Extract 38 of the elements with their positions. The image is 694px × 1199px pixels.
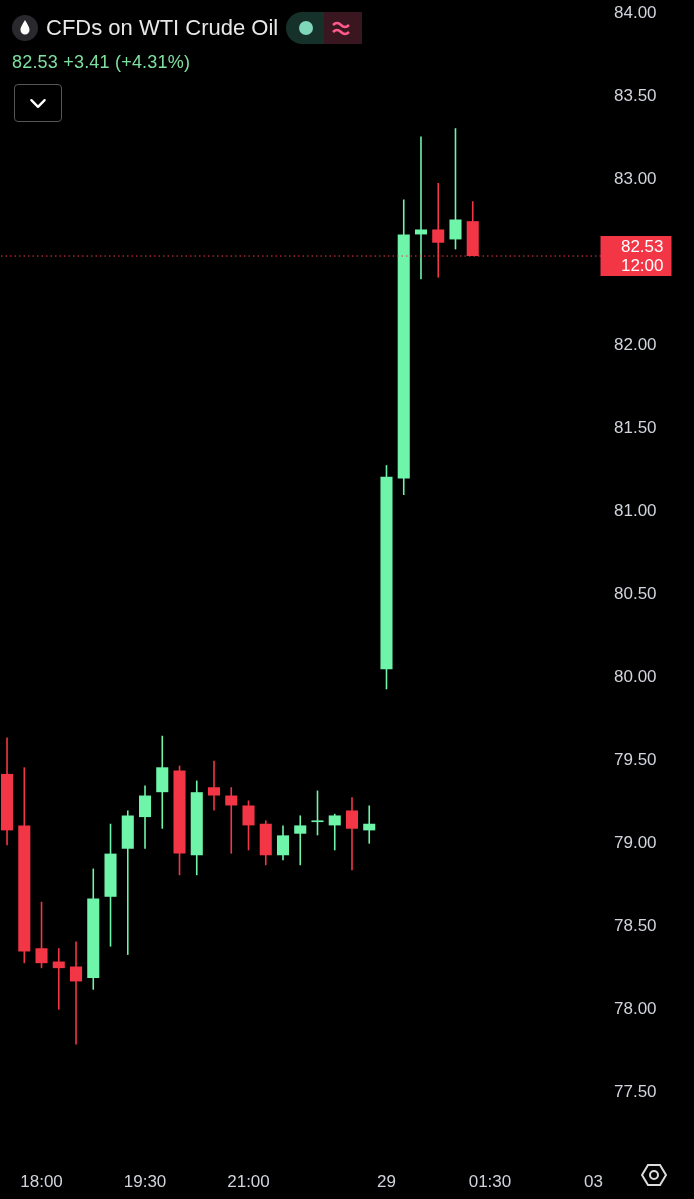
y-tick-label: 83.00 (614, 168, 657, 188)
candlestick (414, 135, 428, 281)
candlestick (276, 824, 290, 862)
y-tick-label: 78.00 (614, 998, 657, 1018)
candlestick (69, 940, 83, 1046)
y-tick-label: 83.50 (614, 85, 657, 105)
x-tick-label: 29 (377, 1171, 396, 1191)
y-tick-label: 78.50 (614, 915, 657, 935)
y-tick-label: 81.50 (614, 417, 657, 437)
candlestick (35, 900, 48, 969)
y-tick-label: 80.00 (614, 666, 657, 686)
y-tick-label: 82.00 (614, 334, 657, 354)
y-tick-label: 80.50 (614, 583, 657, 603)
chart-title: CFDs on WTI Crude Oil (46, 15, 279, 41)
candlestick (225, 786, 238, 855)
candlestick (311, 789, 324, 837)
x-tick-label: 21:00 (227, 1171, 270, 1191)
x-tick-label: 18:00 (20, 1171, 63, 1191)
y-tick-label: 79.50 (614, 749, 657, 769)
candlestick (363, 804, 376, 845)
x-tick-label: 19:30 (123, 1171, 167, 1191)
x-tick-label: 03 (584, 1171, 603, 1191)
y-tick-label: 79.00 (614, 832, 657, 852)
text: 12:00 (620, 255, 664, 275)
candlestick (242, 799, 255, 852)
candlestick (294, 814, 307, 867)
y-tick-label: 84.00 (614, 2, 657, 22)
candlestick (207, 759, 221, 812)
y-tick-label: 77.50 (614, 1081, 657, 1101)
y-tick-label: 81.00 (614, 500, 657, 520)
x-tick-label: 01:30 (468, 1171, 512, 1191)
candlestick (52, 947, 65, 1011)
candlestick (449, 127, 462, 251)
candlestick (345, 796, 359, 872)
text: 82.53 +3.41 (+4.31%) (12, 52, 192, 73)
candlestick (138, 784, 152, 850)
ref-line-label: 82.53 (620, 236, 664, 256)
candlestick (328, 812, 341, 852)
